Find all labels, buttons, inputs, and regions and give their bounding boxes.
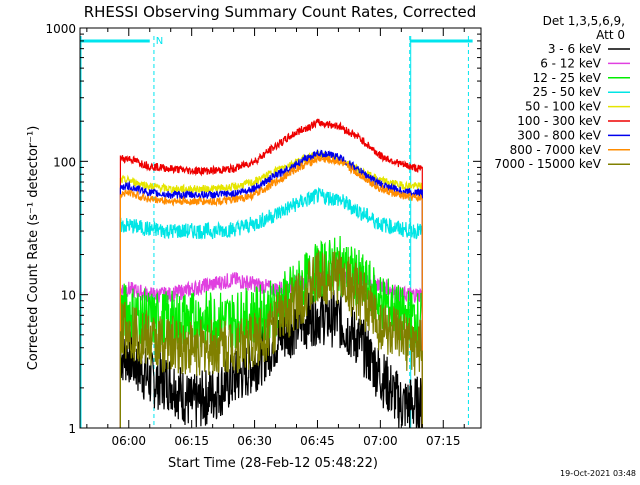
y-tick-label: 100 xyxy=(53,155,76,169)
night-bar-label: N xyxy=(156,36,163,47)
x-axis-label: Start Time (28-Feb-12 05:48:22) xyxy=(168,456,378,471)
legend-label: 50 - 100 keV xyxy=(525,100,602,114)
x-tick-label: 06:30 xyxy=(237,434,272,448)
series-line xyxy=(119,187,423,428)
legend-label: 800 - 7000 keV xyxy=(510,143,602,157)
legend-label: 12 - 25 keV xyxy=(533,71,602,85)
legend-header-line2: Att 0 xyxy=(596,28,625,42)
y-tick-label: 1000 xyxy=(45,22,76,36)
x-tick-label: 07:15 xyxy=(426,434,461,448)
series-line xyxy=(119,153,423,428)
legend-label: 25 - 50 keV xyxy=(533,85,602,99)
timestamp-label: 19-Oct-2021 03:48 xyxy=(560,469,636,478)
legend-label: 6 - 12 keV xyxy=(540,56,602,70)
x-tick-label: 06:00 xyxy=(111,434,146,448)
plot-frame xyxy=(79,27,482,429)
chart-title: RHESSI Observing Summary Count Rates, Co… xyxy=(84,3,477,21)
y-tick-label: 10 xyxy=(61,289,76,303)
y-tick-label: 1 xyxy=(68,422,76,436)
x-tick-label: 06:15 xyxy=(174,434,209,448)
legend-header-line1: Det 1,3,5,6,9, xyxy=(543,14,625,28)
plot-layer: N xyxy=(80,36,473,429)
legend-label: 300 - 800 keV xyxy=(517,128,601,142)
legend-label: 7000 - 15000 keV xyxy=(494,157,601,171)
series-line xyxy=(119,118,423,428)
axes: 1 10 100 1000 06:00 06:15 06:30 06:45 07:00 07:15 xyxy=(45,22,482,448)
x-tick-label: 06:45 xyxy=(300,434,335,448)
series-line xyxy=(119,250,423,428)
y-axis-label: Corrected Count Rate (s⁻¹ detector⁻¹) xyxy=(26,126,41,371)
series-line xyxy=(119,286,423,429)
legend-label: 100 - 300 keV xyxy=(517,114,601,128)
x-tick-label: 07:00 xyxy=(363,434,398,448)
legend-label: 3 - 6 keV xyxy=(548,42,602,56)
